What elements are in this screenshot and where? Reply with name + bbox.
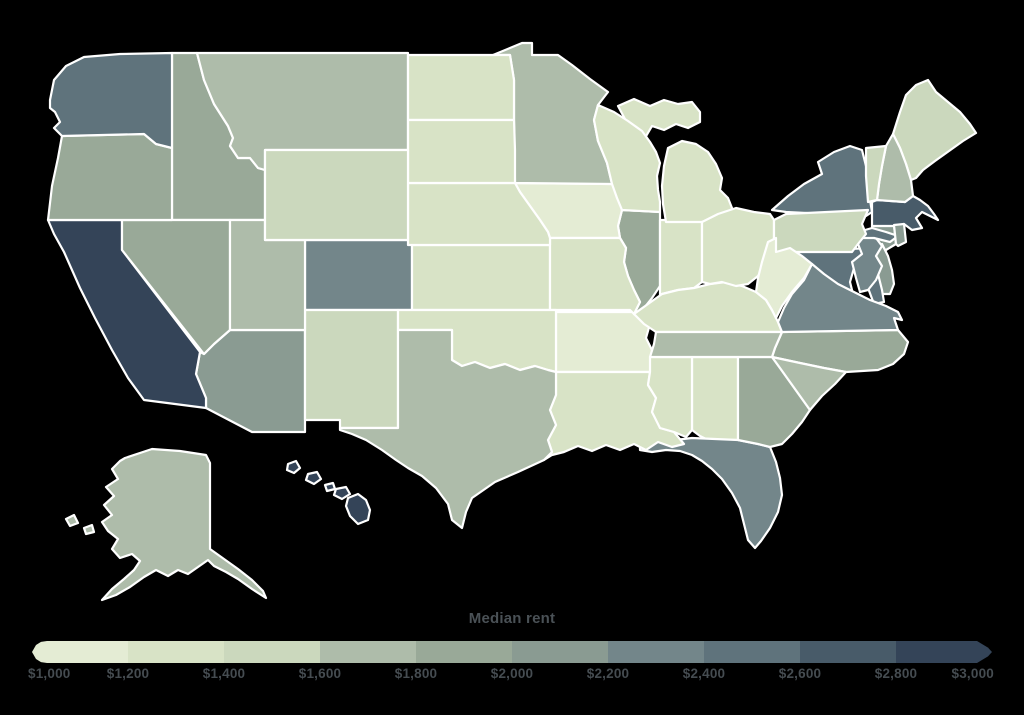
state-kansas[interactable]: Kansas xyxy=(410,243,552,312)
states-layer: AlabamaAlaskaArizonaArkansasCaliforniaCo… xyxy=(46,41,978,602)
state-pennsylvania[interactable]: Pennsylvania xyxy=(772,208,870,254)
state-alaska[interactable]: Alaska xyxy=(64,447,268,602)
state-south-carolina[interactable]: South Carolina xyxy=(770,355,848,412)
state-north-dakota[interactable]: North Dakota xyxy=(406,53,516,122)
state-arkansas[interactable]: Arkansas xyxy=(554,310,655,374)
state-florida[interactable]: Florida xyxy=(638,436,784,550)
state-alabama[interactable]: Alabama xyxy=(690,355,740,448)
state-hawaii[interactable]: Hawaii xyxy=(285,459,372,526)
state-tennessee[interactable]: Tennessee xyxy=(648,330,784,359)
state-west-virginia[interactable]: West Virginia xyxy=(754,236,814,320)
state-rhode-island[interactable]: Rhode Island xyxy=(892,222,908,248)
state-virginia[interactable]: Virginia xyxy=(776,262,904,334)
state-colorado[interactable]: Colorado xyxy=(303,238,414,312)
state-wyoming[interactable]: Wyoming xyxy=(263,148,410,242)
state-vermont[interactable]: Vermont xyxy=(864,144,888,204)
state-nebraska[interactable]: Nebraska xyxy=(406,181,552,247)
state-texas[interactable]: Texas xyxy=(338,328,558,530)
state-wisconsin[interactable]: Wisconsin xyxy=(592,103,662,214)
state-indiana[interactable]: Indiana xyxy=(658,218,704,298)
state-mississippi[interactable]: Mississippi xyxy=(646,355,694,439)
state-washington[interactable]: Washington xyxy=(48,51,174,150)
state-south-dakota[interactable]: South Dakota xyxy=(406,118,517,185)
state-oregon[interactable]: Oregon xyxy=(46,132,174,222)
state-new-mexico[interactable]: New Mexico xyxy=(303,308,400,430)
state-missouri[interactable]: Missouri xyxy=(548,236,642,316)
